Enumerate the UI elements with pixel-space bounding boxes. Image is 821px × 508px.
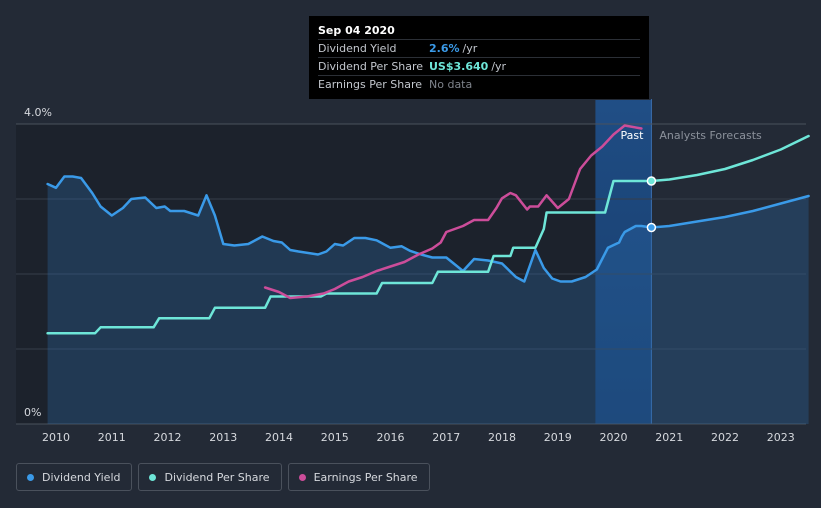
tooltip-date: Sep 04 2020 [318, 24, 395, 37]
legend-item-dividend-yield[interactable]: Dividend Yield [16, 463, 133, 491]
y-tick-label-min: 0% [24, 406, 41, 419]
legend-dot-icon [149, 473, 157, 481]
tooltip-value: US$3.640 [429, 60, 489, 73]
x-tick-label: 2013 [209, 431, 237, 444]
x-tick-label: 2021 [655, 431, 683, 444]
tooltip-label: Dividend Per Share [318, 60, 424, 73]
x-tick-label: 2016 [377, 431, 405, 444]
x-tick-label: 2020 [600, 431, 628, 444]
tooltip-row-earnings-per-share: Earnings Per Share No data [318, 75, 640, 93]
legend-dot-icon [298, 473, 306, 481]
dividend-yield-line [46, 175, 653, 283]
dividend-per-share-marker [646, 176, 657, 186]
x-tick-label: 2022 [711, 431, 739, 444]
legend-label: Dividend Per Share [164, 470, 270, 484]
earnings-per-share-line [263, 124, 643, 300]
legend-label: Dividend Yield [42, 470, 121, 484]
tooltip-value: No data [429, 78, 473, 91]
x-tick-label: 2018 [488, 431, 516, 444]
tooltip-unit: /yr [462, 42, 478, 55]
x-tick-label: 2011 [98, 431, 126, 444]
x-tick-label: 2014 [265, 431, 293, 444]
tooltip-row-dividend-yield: Dividend Yield 2.6% /yr [318, 39, 640, 57]
y-tick-label-max: 4.0% [24, 106, 52, 119]
x-tick-label: 2012 [154, 431, 182, 444]
chart-legend: Dividend Yield Dividend Per Share Earnin… [16, 463, 430, 491]
x-tick-label: 2010 [42, 431, 70, 444]
x-tick-label: 2017 [432, 431, 460, 444]
dividend-yield-area [47, 176, 809, 424]
hover-tooltip: Sep 04 2020 Dividend Yield 2.6% /yr Divi… [309, 16, 649, 99]
tooltip-label: Dividend Yield [318, 42, 397, 55]
x-tick-label: 2023 [767, 431, 795, 444]
tooltip-label: Earnings Per Share [318, 78, 423, 91]
x-tick-label: 2015 [321, 431, 349, 444]
region-label-past: Past [620, 129, 644, 142]
legend-label: Earnings Per Share [313, 470, 418, 484]
tooltip-value: 2.6% [429, 42, 460, 55]
x-tick-label: 2019 [544, 431, 572, 444]
tooltip-unit: /yr [491, 60, 507, 73]
dividend-per-share-line [46, 179, 653, 335]
dividend-yield-forecast-line [650, 194, 810, 229]
legend-item-dividend-per-share[interactable]: Dividend Per Share [138, 463, 282, 491]
dividend-per-share-forecast-line [650, 134, 810, 183]
legend-dot-icon [27, 473, 34, 481]
hover-band [595, 100, 652, 424]
dividend-yield-marker [646, 222, 657, 233]
legend-item-earnings-per-share[interactable]: Earnings Per Share [287, 463, 430, 491]
region-label-forecast: Analysts Forecasts [659, 129, 762, 142]
tooltip-row-dividend-per-share: Dividend Per Share US$3.640 /yr [318, 57, 640, 75]
